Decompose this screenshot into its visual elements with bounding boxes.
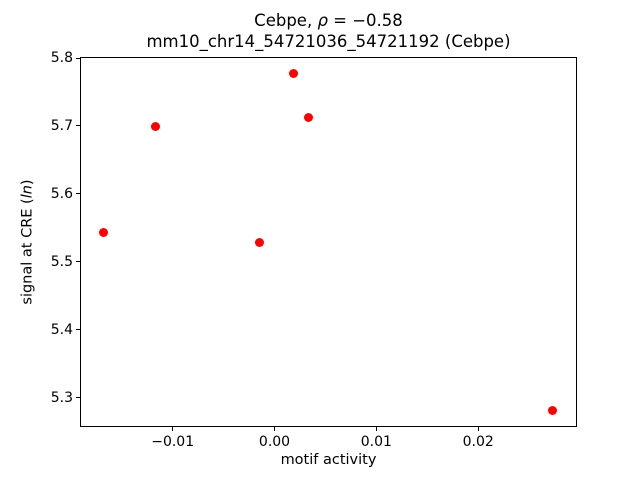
y-tick-mark	[76, 329, 80, 331]
x-tick-mark	[172, 427, 174, 431]
y-label-text: signal at CRE (	[19, 198, 36, 305]
data-point	[303, 112, 313, 122]
y-tick-label: 5.8	[50, 50, 73, 67]
x-tick-mark	[375, 427, 377, 431]
data-point	[289, 69, 299, 79]
y-tick-label: 5.7	[50, 117, 73, 134]
y-tick-mark	[76, 397, 80, 399]
data-point	[98, 228, 108, 238]
data-point	[254, 237, 264, 247]
y-tick-label: 5.6	[50, 185, 73, 202]
y-tick-mark	[76, 57, 80, 59]
y-label-paren: )	[19, 179, 36, 186]
x-tick-mark	[477, 427, 479, 431]
data-point	[548, 405, 558, 415]
y-tick-label: 5.5	[50, 253, 73, 270]
y-tick-mark	[76, 193, 80, 195]
y-tick-label: 5.4	[50, 321, 73, 338]
chart-title: Cebpe, ρ = −0.58 mm10_chr14_54721036_547…	[80, 10, 577, 52]
x-tick-label: 0.01	[360, 434, 392, 450]
chart-title-line1: Cebpe, ρ = −0.58	[80, 10, 577, 31]
x-tick-label: −0.01	[151, 434, 195, 450]
data-point	[150, 122, 160, 132]
y-tick-mark	[76, 261, 80, 263]
x-tick-label: 0.02	[462, 434, 494, 450]
y-tick-label: 5.3	[50, 389, 73, 406]
plot-area	[80, 57, 577, 427]
title-text: Cebpe,	[254, 11, 318, 30]
title-rho-symbol: ρ	[317, 11, 328, 30]
y-tick-mark	[76, 125, 80, 127]
chart-title-line2: mm10_chr14_54721036_54721192 (Cebpe)	[146, 32, 511, 51]
x-tick-mark	[274, 427, 276, 431]
title-correlation-value: = −0.58	[327, 11, 403, 30]
x-tick-label: 0.00	[258, 434, 291, 450]
x-axis-label: motif activity	[280, 452, 377, 468]
